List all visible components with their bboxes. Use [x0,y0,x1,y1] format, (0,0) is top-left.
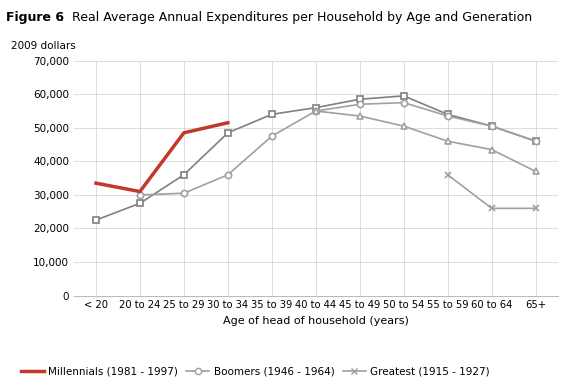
X-axis label: Age of head of household (years): Age of head of household (years) [223,316,409,326]
Text: 2009 dollars: 2009 dollars [11,41,76,51]
Text: .  Real Average Annual Expenditures per Household by Age and Generation: . Real Average Annual Expenditures per H… [60,11,532,24]
Legend: Millennials (1981 - 1997), Gen X (1965 - 1980), Boomers (1946 - 1964), Silent (1: Millennials (1981 - 1997), Gen X (1965 -… [21,366,489,379]
Text: Figure 6: Figure 6 [6,11,64,24]
